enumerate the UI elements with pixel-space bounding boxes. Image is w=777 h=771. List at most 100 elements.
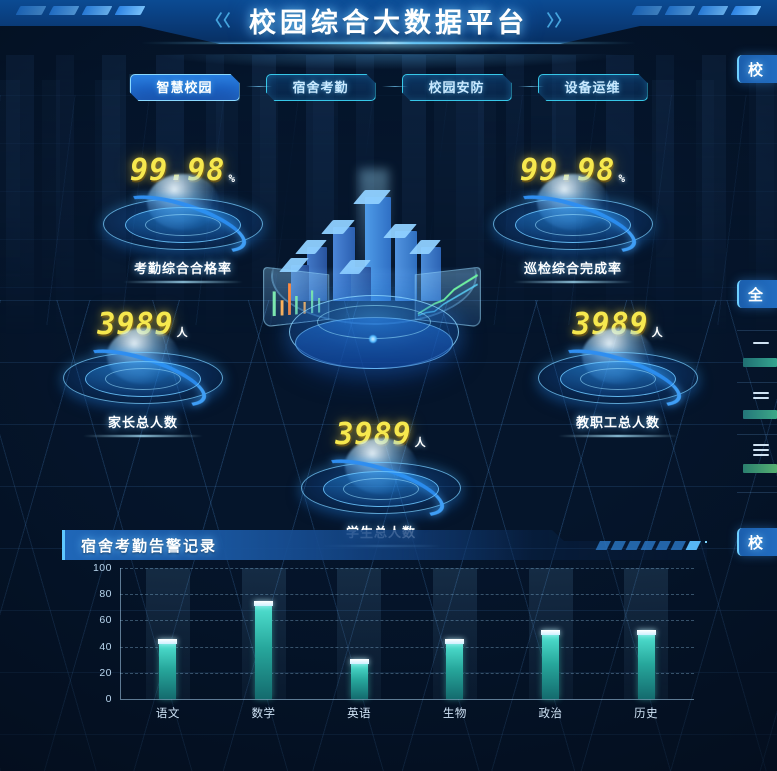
chart-x-tick-label: 生物 — [442, 708, 467, 720]
right-panel-2-header[interactable]: 全 — [737, 280, 777, 308]
rank-divider — [737, 330, 777, 331]
right-panel-title: 校 — [748, 535, 765, 552]
kpi-unit: 人 — [414, 436, 427, 449]
right-panel-1-header[interactable]: 校 — [737, 55, 777, 83]
right-panel-3-header[interactable]: 校 — [737, 528, 777, 556]
chart-x-tick-label: 历史 — [634, 708, 659, 720]
chart-bar-cap — [254, 601, 273, 606]
chart-bar-fill — [254, 601, 273, 699]
rank-mark-icon — [753, 392, 769, 394]
app-header: 〈〈 校园综合大数据平台 〉〉 — [0, 0, 777, 62]
kpi-underline — [123, 281, 243, 283]
panel-header-fill — [65, 530, 535, 560]
rank-row-3[interactable] — [737, 444, 777, 478]
tab-device-ops[interactable]: 设备运维 — [537, 74, 648, 101]
platform-core-light — [369, 335, 377, 343]
chart-gridline — [120, 568, 694, 569]
tab-separator — [246, 86, 272, 87]
chart-bar-fill — [445, 638, 465, 699]
chart-y-tick-label: 20 — [99, 666, 112, 679]
rank-row-1[interactable] — [737, 342, 777, 376]
kpi-unit: 人 — [176, 326, 189, 339]
chart-bar[interactable] — [158, 568, 178, 699]
chart-bar-fill — [541, 629, 560, 699]
kpi-underline — [513, 281, 633, 283]
chart-bar[interactable] — [254, 568, 273, 699]
chart-bar[interactable] — [541, 568, 560, 699]
chart-bar[interactable] — [349, 568, 369, 699]
right-panel-title: 全 — [748, 287, 765, 304]
rank-progress-bar — [743, 358, 777, 367]
dorm-attendance-alarm-panel: 宿舍考勤告警记录 0 20 40 60 80 100 语文 数学 英语 生物 政治 历史 — [62, 530, 707, 762]
chevron-right-icon: 〉〉 — [546, 13, 571, 30]
platform-disc-inner — [317, 305, 431, 339]
chart-bar[interactable] — [636, 568, 656, 699]
chart-bar-cap — [541, 629, 560, 635]
kpi-label: 教职工总人数 — [575, 415, 660, 430]
kpi-parent-total[interactable]: 3989 人 家长总人数 — [48, 310, 238, 437]
main-nav-tabs: 智慧校园 宿舍考勤 校园安防 设备运维 — [0, 74, 777, 101]
kpi-unit: % — [618, 172, 626, 185]
chart-x-tick-label: 语文 — [155, 708, 180, 720]
kpi-label: 巡检综合完成率 — [523, 261, 622, 276]
kpi-underline — [558, 435, 678, 437]
chart-y-axis — [120, 568, 121, 699]
tab-smart-campus[interactable]: 智慧校园 — [129, 74, 240, 101]
tab-label: 智慧校园 — [156, 80, 213, 95]
kpi-label: 考勤综合合格率 — [133, 261, 232, 276]
kpi-underline — [83, 435, 203, 437]
chart-y-tick-label: 60 — [99, 614, 112, 627]
panel-stripe-decoration-icon — [595, 540, 702, 550]
chart-bar-cap — [349, 658, 369, 664]
alarm-bar-chart[interactable]: 0 20 40 60 80 100 语文 数学 英语 生物 政治 历史 — [62, 562, 707, 758]
tab-label: 校园安防 — [428, 80, 485, 95]
page-title-text: 校园综合大数据平台 — [249, 8, 528, 38]
rank-mark-icon — [753, 444, 769, 446]
kpi-label: 家长总人数 — [107, 415, 178, 430]
chart-y-tick-label: 0 — [105, 693, 112, 705]
chart-y-tick-label: 40 — [99, 640, 112, 653]
chart-x-tick-label: 英语 — [347, 708, 372, 720]
kpi-disc-graphic — [493, 174, 653, 265]
header-glow — [250, 36, 530, 52]
tab-separator — [382, 86, 408, 87]
tab-separator — [518, 86, 544, 87]
kpi-disc-graphic — [63, 328, 223, 419]
chart-bar[interactable] — [445, 568, 465, 699]
rank-mark-icon — [753, 342, 769, 344]
header-glow-line — [140, 42, 637, 44]
kpi-unit: 人 — [651, 326, 664, 339]
chart-y-tick-label: 100 — [92, 562, 112, 574]
rank-mark-icon — [753, 397, 769, 399]
chart-gridline — [120, 672, 694, 674]
chart-bar-cap — [445, 638, 465, 644]
panel-title: 宿舍考勤告警记录 — [81, 538, 218, 555]
kpi-unit: % — [228, 172, 236, 185]
page-title: 〈〈 校园综合大数据平台 〉〉 — [0, 1, 777, 40]
chart-bar-cap — [636, 629, 656, 635]
chart-gridline — [120, 646, 694, 648]
chart-x-tick-label: 数学 — [251, 708, 276, 720]
kpi-staff-total[interactable]: 3989 人 教职工总人数 — [523, 310, 713, 437]
rank-mark-icon — [753, 449, 769, 451]
rank-divider — [737, 382, 777, 383]
panel-corner-icon — [698, 534, 707, 543]
kpi-attendance-pass-rate[interactable]: 99.98% 考勤综合合格率 — [88, 156, 278, 283]
chart-x-tick-label: 政治 — [538, 708, 563, 720]
tab-dorm-attendance[interactable]: 宿舍考勤 — [265, 74, 376, 101]
chart-bar-fill — [636, 629, 656, 699]
tab-label: 宿舍考勤 — [292, 80, 349, 95]
chart-x-axis — [120, 699, 694, 700]
rank-divider — [737, 434, 777, 435]
chart-bar-fill — [349, 658, 369, 699]
chart-bar-cap — [158, 638, 178, 644]
central-3d-illustration — [255, 169, 490, 400]
kpi-disc-graphic — [538, 328, 698, 419]
kpi-inspection-completion-rate[interactable]: 99.98% 巡检综合完成率 — [478, 156, 668, 283]
chart-y-tick-label: 80 — [99, 588, 112, 601]
tab-campus-security[interactable]: 校园安防 — [401, 74, 512, 101]
rank-divider — [737, 492, 777, 493]
rank-row-2[interactable] — [737, 392, 777, 426]
chart-gridline — [120, 594, 694, 596]
